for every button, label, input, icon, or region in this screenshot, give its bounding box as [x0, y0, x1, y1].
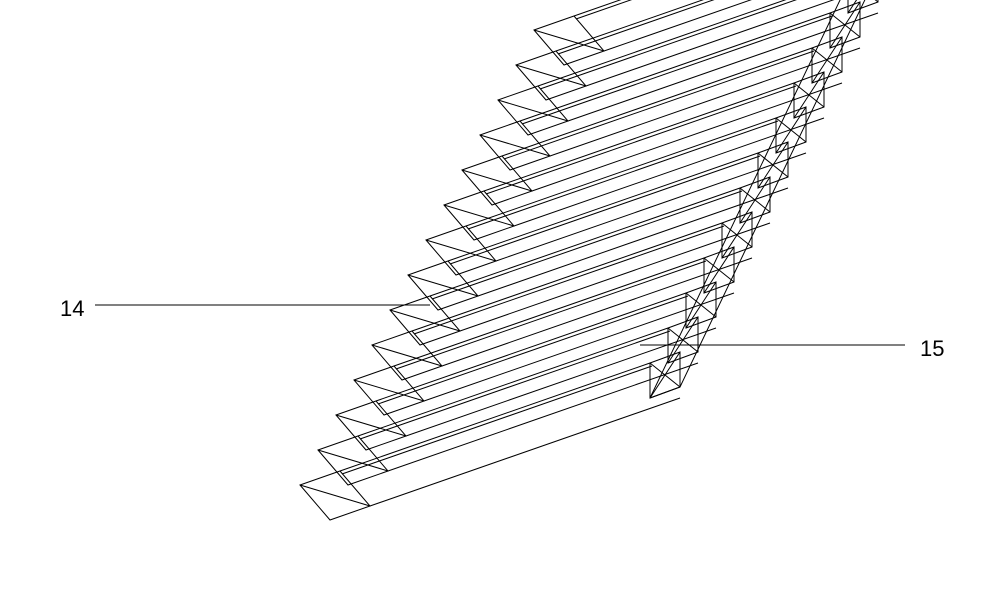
corrugated-structure-diagram — [0, 0, 1000, 607]
callout-label-14: 14 — [60, 296, 84, 322]
callout-label-15: 15 — [920, 336, 944, 362]
